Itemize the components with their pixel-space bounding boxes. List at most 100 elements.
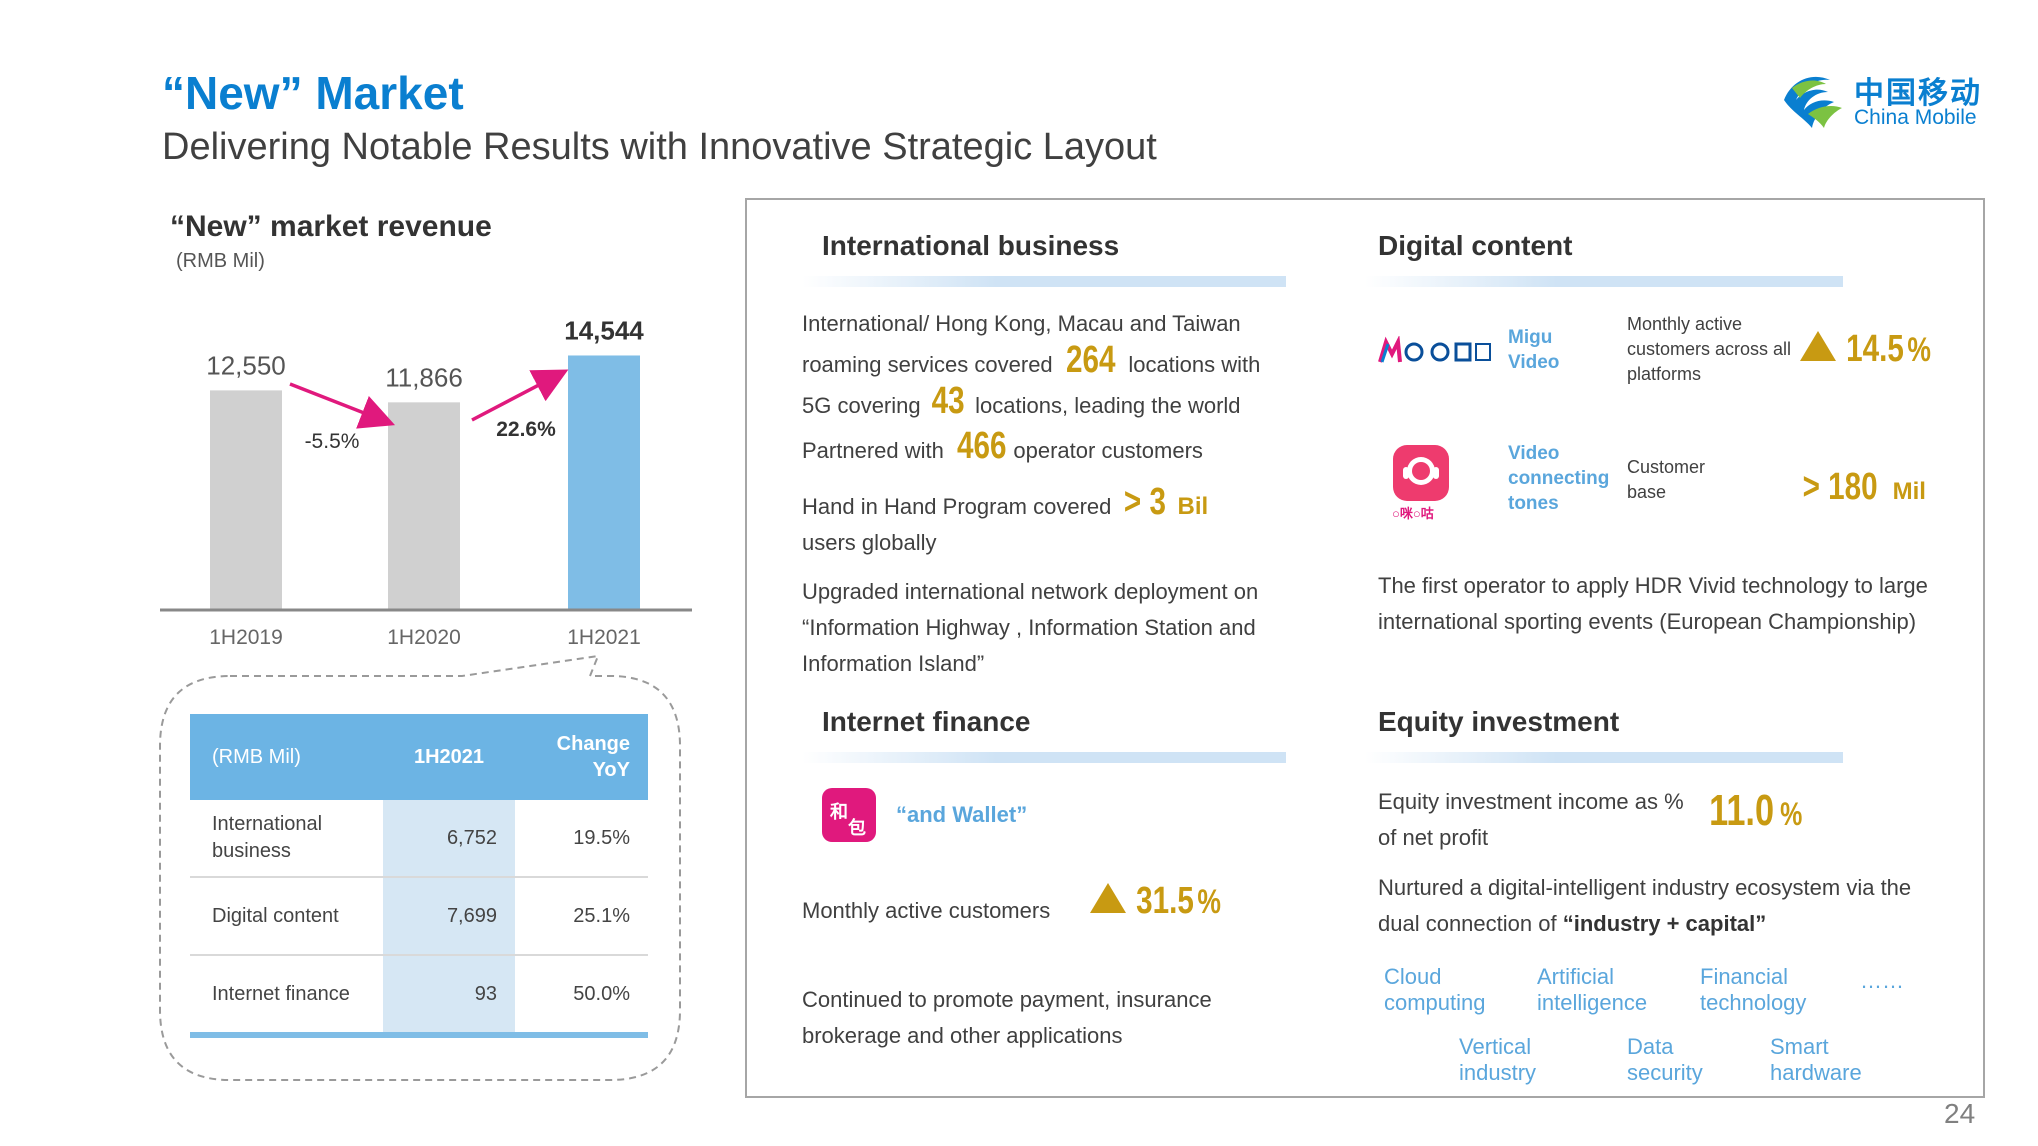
- finance-mac-number: 31.5: [1136, 880, 1195, 922]
- 5g-label: 5G covering: [802, 393, 921, 418]
- equity-income-number: 11.0: [1709, 786, 1775, 835]
- logo-english-text: China Mobile: [1854, 106, 1977, 129]
- table-row: International business 6,752 19.5%: [190, 800, 648, 878]
- partners-suffix: operator customers: [1013, 438, 1203, 463]
- equity-title: Equity investment: [1378, 706, 1620, 737]
- hand-in-hand-line-2: users globally: [802, 530, 937, 555]
- svg-text:和: 和: [830, 802, 848, 823]
- business-panel: [745, 198, 1985, 1098]
- table-header-unit: (RMB Mil): [190, 714, 383, 800]
- page-title: “New” Market: [162, 67, 464, 119]
- row-change: 19.5%: [515, 800, 648, 878]
- revenue-table-wrap: (RMB Mil) 1H2021 Change YoY Internationa…: [190, 714, 648, 1038]
- equity-divider: [1365, 752, 1843, 763]
- chart-title: “New” market revenue: [170, 210, 492, 243]
- svg-text:包: 包: [848, 817, 866, 839]
- equity-income-text: Equity investment income as % of net pro…: [1378, 789, 1684, 850]
- tag-financial-technology: Financial technology: [1700, 964, 1807, 1015]
- tag-vertical-industry: Vertical industry: [1459, 1034, 1537, 1085]
- table-row: Internet finance 93 50.0%: [190, 955, 648, 1038]
- finance-title: Internet finance: [822, 706, 1031, 737]
- wallet-icon: 和 包: [830, 802, 866, 839]
- bar: [210, 390, 282, 610]
- chart-unit: (RMB Mil): [176, 250, 265, 272]
- up-triangle-icon: [1090, 883, 1126, 913]
- international-title: International business: [822, 230, 1120, 261]
- change-label: -5.5%: [305, 430, 360, 453]
- x-tick-label: 1H2019: [209, 626, 283, 649]
- up-triangle-icon: [1800, 331, 1836, 361]
- page-number: 24: [1944, 1098, 1976, 1129]
- table-header-change: Change YoY: [515, 714, 648, 800]
- roaming-line-1: International/ Hong Kong, Macau and Taiw…: [802, 311, 1241, 336]
- roaming-line-2: roaming services covered 264 locations w…: [802, 339, 1322, 383]
- callout-bubble: [159, 654, 681, 1081]
- migu-video-desc: Monthly active customers across all plat…: [1627, 314, 1792, 384]
- migu-growth-number: 14.5: [1846, 328, 1905, 370]
- hand-in-hand-line-1: Hand in Hand Program covered > 3 Bil: [802, 483, 1322, 525]
- digital-title: Digital content: [1378, 230, 1573, 261]
- hdr-vivid-text: The first operator to apply HDR Vivid te…: [1378, 573, 1928, 634]
- finance-mac-growth: 31.5%: [1090, 880, 1225, 923]
- tag-smart-hardware: Smart hardware: [1770, 1034, 1862, 1085]
- operator-partners-number: 466: [956, 425, 1007, 467]
- x-tick-label: 1H2021: [567, 626, 641, 649]
- row-change: 50.0%: [515, 955, 648, 1038]
- row-name: Digital content: [190, 877, 383, 956]
- row-change: 25.1%: [515, 877, 648, 956]
- roaming-locations-number: 264: [1065, 339, 1116, 381]
- network-deployment-text: Upgraded international network deploymen…: [802, 579, 1259, 676]
- industry-capital-text: “industry + capital”: [1562, 911, 1767, 936]
- roaming-line-3: 5G covering 43 locations, leading the wo…: [802, 380, 1322, 424]
- 5g-suffix: locations, leading the world: [975, 393, 1241, 418]
- bar: [388, 402, 460, 610]
- international-divider: [802, 276, 1286, 287]
- mac-label: Monthly active customers: [802, 898, 1051, 923]
- table-row: Digital content 7,699 25.1%: [190, 877, 648, 956]
- page-subtitle: Delivering Notable Results with Innovati…: [162, 126, 1157, 168]
- roaming-suffix: locations with: [1128, 352, 1261, 377]
- video-tones-number: > 180: [1802, 466, 1878, 508]
- tag-ellipsis: ……: [1860, 968, 1904, 993]
- migu-growth: 14.5%: [1800, 328, 1935, 371]
- ecosystem-text: Nurtured a digital-intelligent industry …: [1378, 870, 1938, 942]
- bar-value-label: 12,550: [206, 350, 286, 380]
- video-tones-unit: Mil: [1892, 478, 1926, 505]
- and-wallet-label: “and Wallet”: [896, 802, 1028, 827]
- international-roaming-text: International/ Hong Kong, Macau and Taiw…: [802, 306, 1322, 424]
- tag-data-security: Data security: [1627, 1034, 1703, 1085]
- change-arrow: [471, 369, 569, 422]
- digital-divider: [1365, 276, 1843, 287]
- row-value: 6,752: [383, 800, 515, 878]
- tag-cloud-computing: Cloud computing: [1384, 964, 1486, 1015]
- video-tones-label: Video connecting tones: [1508, 443, 1610, 514]
- change-arrow: [289, 382, 396, 429]
- row-value: 7,699: [383, 877, 515, 956]
- migu-video-label: Migu Video: [1508, 327, 1560, 373]
- migu-growth-unit: %: [1907, 331, 1932, 369]
- equity-income-value: 11.0%: [1700, 786, 1806, 836]
- roaming-label: roaming services covered: [802, 352, 1053, 377]
- hand-in-hand-text: Hand in Hand Program covered > 3 Bil use…: [802, 483, 1322, 561]
- x-tick-label: 1H2020: [387, 626, 461, 649]
- tag-artificial-intelligence: Artificial intelligence: [1537, 964, 1648, 1015]
- logo-chinese-text: 中国移动: [1854, 77, 1982, 110]
- music-icon: [1403, 457, 1439, 485]
- video-tones-app-icon: [1393, 445, 1449, 501]
- china-mobile-logo: 中国移动 China Mobile: [1778, 66, 1988, 140]
- row-value: 93: [383, 955, 515, 1038]
- bar: [568, 355, 640, 610]
- hand-in-hand-unit: Bil: [1177, 493, 1209, 520]
- change-label: 22.6%: [496, 418, 556, 441]
- equity-income-unit: %: [1780, 796, 1803, 832]
- migu-video-logo: [1378, 334, 1498, 368]
- logo-mark-icon: [1784, 76, 1842, 128]
- payment-text: Continued to promote payment, insurance …: [802, 987, 1212, 1048]
- bar-value-label: 14,544: [564, 315, 644, 345]
- video-tones-desc: Customer base: [1627, 457, 1706, 502]
- ecosystem-label: Nurtured a digital-intelligent industry …: [1378, 875, 1912, 936]
- video-tones-app-caption: ○咪○咕: [1392, 506, 1434, 521]
- video-tones-base: > 180 Mil: [1792, 466, 1926, 509]
- 5g-locations-number: 43: [931, 380, 965, 422]
- revenue-table: (RMB Mil) 1H2021 Change YoY Internationa…: [190, 714, 648, 1038]
